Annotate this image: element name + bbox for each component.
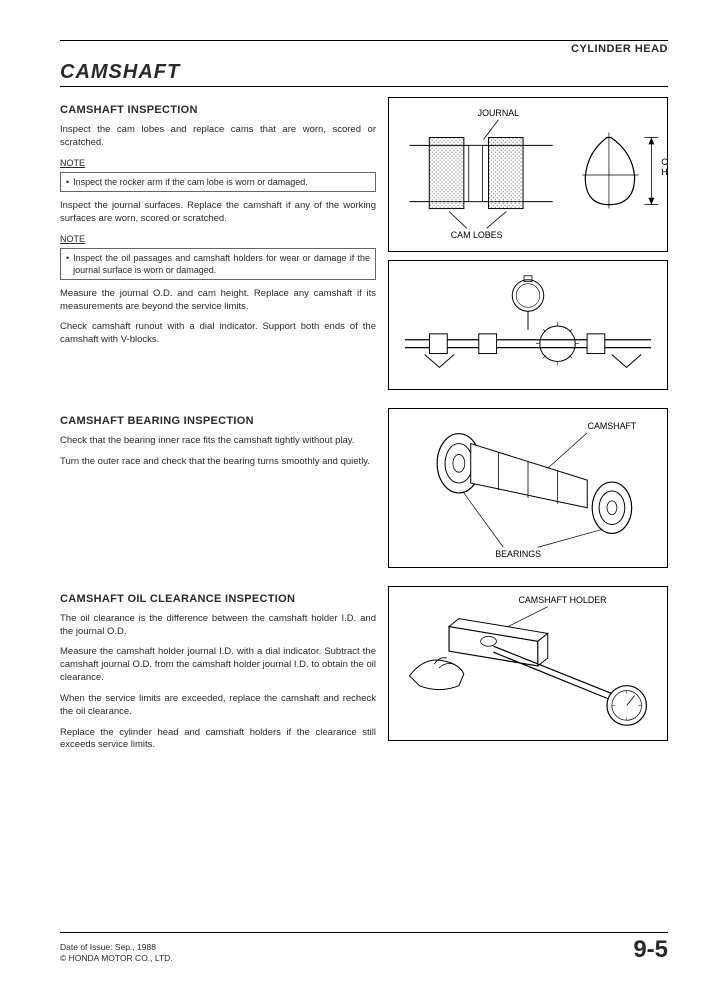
label-holder: CAMSHAFT HOLDER: [518, 595, 606, 605]
label-camlobes: CAM LOBES: [451, 230, 503, 240]
note-box: Inspect the rocker arm if the cam lobe i…: [60, 172, 376, 192]
label-camshaft: CAMSHAFT: [588, 421, 637, 431]
section-oil-clearance: CAMSHAFT OIL CLEARANCE INSPECTION The oi…: [60, 586, 668, 760]
section-inspection: CAMSHAFT INSPECTION Inspect the cam lobe…: [60, 97, 668, 390]
para: Turn the outer race and check that the b…: [60, 456, 376, 469]
text-column-2: CAMSHAFT BEARING INSPECTION Check that t…: [60, 408, 376, 568]
para: Inspect the cam lobes and replace cams t…: [60, 124, 376, 150]
page-number: 9-5: [633, 936, 668, 964]
para: Measure the journal O.D. and cam height.…: [60, 288, 376, 314]
note-box: Inspect the oil passages and camshaft ho…: [60, 248, 376, 280]
text-column-3: CAMSHAFT OIL CLEARANCE INSPECTION The oi…: [60, 586, 376, 760]
top-rule: [60, 40, 668, 41]
heading-oil: CAMSHAFT OIL CLEARANCE INSPECTION: [60, 592, 376, 607]
label-bearings: BEARINGS: [495, 549, 541, 559]
note-label: NOTE: [60, 233, 376, 245]
note-text: Inspect the rocker arm if the cam lobe i…: [66, 176, 370, 188]
note-text: Inspect the oil passages and camshaft ho…: [66, 252, 370, 276]
para: Inspect the journal surfaces. Replace th…: [60, 200, 376, 226]
header-chapter: CYLINDER HEAD: [60, 43, 668, 55]
para: Measure the camshaft holder journal I.D.…: [60, 646, 376, 684]
para: Check camshaft runout with a dial indica…: [60, 321, 376, 347]
label-camheight: CAMHEIGHT: [661, 157, 667, 177]
para: Replace the cylinder head and camshaft h…: [60, 727, 376, 753]
section-bearing: CAMSHAFT BEARING INSPECTION Check that t…: [60, 408, 668, 568]
para: Check that the bearing inner race fits t…: [60, 435, 376, 448]
figure-oil-clearance: CAMSHAFT HOLDER: [388, 586, 668, 741]
label-journal: JOURNAL: [478, 108, 519, 118]
page-footer: Date of Issue: Sep., 1988 © HONDA MOTOR …: [60, 932, 668, 964]
footer-meta: Date of Issue: Sep., 1988 © HONDA MOTOR …: [60, 942, 173, 964]
para: The oil clearance is the difference betw…: [60, 613, 376, 639]
figure-column-1: JOURNAL CAM LOBES: [388, 97, 668, 390]
figure-bearing: CAMSHAFT BEARINGS: [388, 408, 668, 568]
heading-inspection: CAMSHAFT INSPECTION: [60, 103, 376, 118]
text-column-1: CAMSHAFT INSPECTION Inspect the cam lobe…: [60, 97, 376, 390]
figure-column-3: CAMSHAFT HOLDER: [388, 586, 668, 760]
note-label: NOTE: [60, 157, 376, 169]
heading-bearing: CAMSHAFT BEARING INSPECTION: [60, 414, 376, 429]
issue-date: Date of Issue: Sep., 1988: [60, 942, 173, 953]
section-title: CAMSHAFT: [60, 61, 668, 87]
figure-camlobes: JOURNAL CAM LOBES: [388, 97, 668, 252]
para: When the service limits are exceeded, re…: [60, 693, 376, 719]
figure-runout: [388, 260, 668, 390]
figure-column-2: CAMSHAFT BEARINGS: [388, 408, 668, 568]
page: CYLINDER HEAD CAMSHAFT CAMSHAFT INSPECTI…: [0, 0, 718, 992]
copyright: © HONDA MOTOR CO., LTD.: [60, 953, 173, 964]
